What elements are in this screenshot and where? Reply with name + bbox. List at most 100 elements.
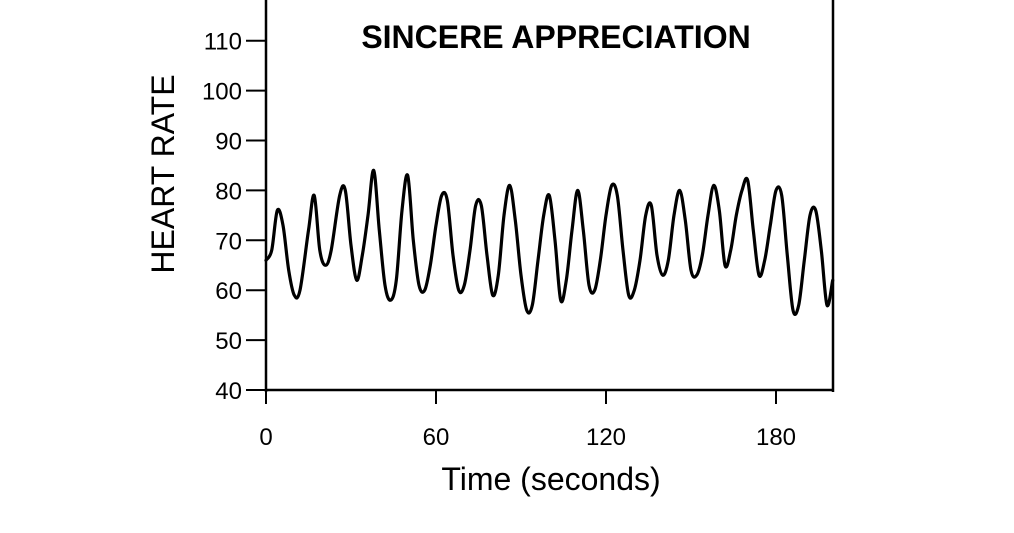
data-point: [769, 224, 772, 227]
data-point: [599, 259, 602, 262]
data-point: [469, 249, 471, 252]
data-point: [474, 204, 477, 207]
data-point: [531, 304, 534, 307]
data-point: [514, 219, 517, 222]
data-point: [276, 209, 279, 212]
data-point: [633, 289, 636, 292]
data-point: [389, 299, 392, 302]
data-point: [707, 214, 709, 217]
data-point: [265, 259, 267, 262]
data-point: [282, 224, 284, 227]
chart-title: SINCERE APPRECIATION: [361, 19, 750, 55]
data-point: [446, 199, 449, 202]
data-point: [435, 224, 437, 227]
data-point: [319, 249, 321, 252]
data-point: [401, 209, 403, 212]
data-point: [780, 194, 783, 197]
data-point: [593, 289, 596, 292]
data-point: [673, 214, 675, 217]
data-point: [525, 309, 528, 312]
data-point: [520, 274, 522, 277]
data-point: [307, 229, 310, 232]
data-point: [287, 269, 290, 272]
data-point: [486, 254, 488, 257]
data-point: [576, 189, 579, 192]
data-point: [690, 269, 692, 272]
data-point: [406, 174, 409, 177]
data-point: [809, 214, 811, 217]
data-point: [724, 264, 726, 267]
data-point: [622, 249, 624, 252]
data-point: [372, 169, 375, 172]
data-point: [324, 264, 327, 267]
data-point: [299, 289, 301, 292]
data-point: [537, 259, 539, 262]
data-point: [503, 214, 505, 217]
data-point: [559, 299, 562, 302]
y-tick-label: 60: [215, 278, 242, 305]
data-point: [712, 184, 715, 187]
data-point: [746, 179, 749, 182]
data-point: [752, 229, 755, 232]
data-point: [344, 189, 347, 192]
data-point: [588, 284, 590, 287]
data-point: [565, 279, 568, 282]
data-point: [418, 284, 420, 287]
data-point: [792, 309, 794, 312]
data-point: [678, 189, 681, 192]
data-point: [395, 279, 398, 282]
data-point: [758, 274, 760, 277]
y-tick-label: 70: [215, 228, 242, 255]
data-point: [361, 254, 364, 257]
y-tick-label: 100: [202, 79, 242, 106]
data-point: [440, 194, 443, 197]
data-point: [378, 229, 381, 232]
data-point: [695, 274, 698, 277]
data-point: [463, 284, 466, 287]
data-point: [293, 294, 296, 297]
data-point: [820, 249, 823, 252]
data-point: [701, 254, 704, 257]
data-point: [571, 229, 573, 232]
data-point: [797, 304, 800, 307]
data-point: [429, 264, 432, 267]
data-point: [735, 214, 738, 217]
data-point: [684, 219, 687, 222]
data-point: [644, 214, 647, 217]
x-tick-label: 180: [756, 424, 796, 451]
data-point: [412, 239, 415, 242]
data-point: [508, 184, 511, 187]
data-point: [480, 204, 483, 207]
data-point: [542, 214, 545, 217]
y-tick-label: 80: [215, 178, 242, 205]
data-point: [741, 189, 743, 192]
data-point: [610, 184, 613, 187]
data-point: [786, 254, 789, 257]
x-tick-label: 120: [586, 424, 626, 451]
y-axis-title: HEART RATE: [145, 74, 181, 273]
y-tick-label: 40: [215, 378, 242, 405]
data-point: [763, 259, 766, 262]
x-axis-title: Time (seconds): [441, 461, 660, 497]
data-point: [457, 289, 460, 292]
data-point: [826, 304, 828, 307]
data-point: [330, 249, 333, 252]
data-point: [582, 229, 585, 232]
data-point: [831, 279, 834, 282]
data-point: [718, 209, 721, 212]
data-point: [627, 294, 630, 297]
data-point: [497, 274, 500, 277]
data-point: [803, 259, 806, 262]
data-point: [639, 259, 641, 262]
y-axis-ticks: 40 50 60 70 80 90 100 110: [202, 29, 266, 405]
data-point: [313, 194, 316, 197]
data-point: [650, 204, 653, 207]
data-point: [775, 189, 777, 192]
y-tick-label: 110: [204, 29, 242, 56]
data-point: [350, 244, 352, 247]
data-point: [548, 194, 551, 197]
data-point: [554, 239, 556, 242]
heart-rate-series-line: [264, 168, 835, 317]
data-point: [814, 209, 817, 212]
